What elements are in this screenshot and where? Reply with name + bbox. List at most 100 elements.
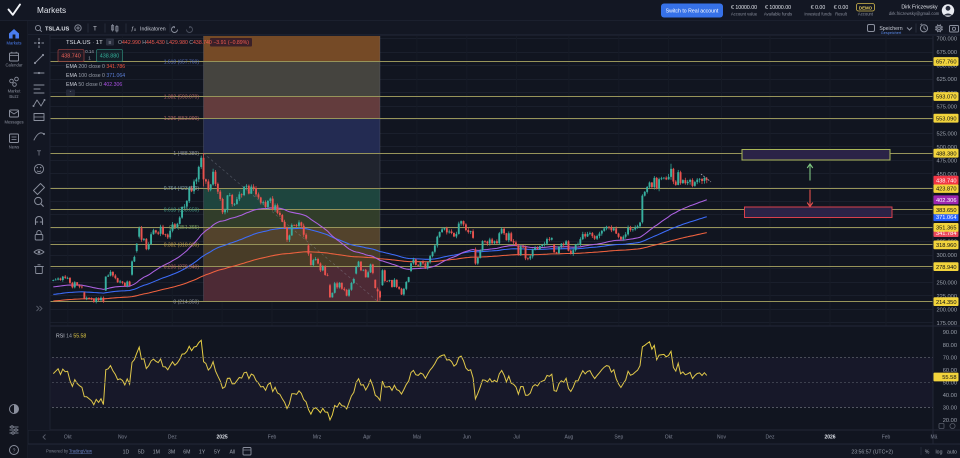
- svg-text:55.58: 55.58: [942, 375, 956, 381]
- svg-text:1D: 1D: [123, 449, 130, 455]
- svg-text:0.14: 0.14: [85, 49, 94, 54]
- svg-text:318.960: 318.960: [936, 243, 957, 249]
- svg-text:650.000: 650.000: [936, 64, 957, 70]
- svg-text:Result: Result: [835, 11, 848, 16]
- svg-text:?: ?: [13, 448, 16, 454]
- svg-text:TradingView: TradingView: [69, 448, 93, 453]
- svg-text:593.070: 593.070: [936, 95, 957, 101]
- svg-text:475.000: 475.000: [936, 158, 957, 164]
- svg-text:500.000: 500.000: [936, 145, 957, 151]
- svg-text:1Y: 1Y: [199, 449, 206, 455]
- svg-text:News: News: [9, 145, 19, 150]
- svg-text:3M: 3M: [168, 449, 175, 455]
- svg-text:EMA 200 close 0 341.786: EMA 200 close 0 341.786: [66, 64, 125, 70]
- svg-text:Mrz: Mrz: [313, 435, 322, 441]
- svg-text:383.650: 383.650: [936, 208, 957, 214]
- svg-text:40.00: 40.00: [943, 393, 957, 399]
- svg-text:525.000: 525.000: [936, 131, 957, 137]
- svg-text:675.000: 675.000: [936, 50, 957, 56]
- svg-text:23:56:57 (UTC+2): 23:56:57 (UTC+2): [851, 449, 893, 455]
- svg-text:Sep: Sep: [614, 435, 623, 441]
- svg-text:Invested funds: Invested funds: [804, 11, 831, 16]
- svg-text:2025: 2025: [217, 435, 228, 441]
- svg-text:6M: 6M: [183, 449, 190, 455]
- svg-text:553.090: 553.090: [936, 116, 957, 122]
- svg-text:402.306: 402.306: [936, 198, 957, 204]
- svg-text:Indikatoren: Indikatoren: [140, 26, 166, 32]
- svg-text:488.380: 488.380: [936, 151, 957, 157]
- svg-text:dirk.friczewsky@gmail.com: dirk.friczewsky@gmail.com: [889, 11, 940, 16]
- svg-text:Messages: Messages: [4, 120, 23, 125]
- svg-text:Markets: Markets: [37, 6, 66, 15]
- svg-text:0.764 (423.870): 0.764 (423.870): [164, 186, 200, 192]
- svg-text:657.760: 657.760: [936, 60, 957, 66]
- svg-text:20.00: 20.00: [943, 418, 957, 424]
- svg-text:TSLA.US · 1T: TSLA.US · 1T: [66, 40, 103, 46]
- svg-text:1.236 (553.090): 1.236 (553.090): [164, 116, 200, 122]
- svg-text:T: T: [37, 151, 42, 158]
- svg-text:250.000: 250.000: [936, 280, 957, 286]
- svg-text:423.870: 423.870: [936, 187, 957, 193]
- svg-text:80.00: 80.00: [943, 343, 957, 349]
- svg-text:Gespeichert: Gespeichert: [881, 31, 902, 35]
- svg-text:Mä: Mä: [931, 435, 938, 441]
- svg-text:200.000: 200.000: [936, 307, 957, 313]
- svg-text:0.5 (351.365): 0.5 (351.365): [169, 225, 199, 231]
- svg-text:214.350: 214.350: [936, 300, 957, 306]
- svg-text:438.880: 438.880: [100, 54, 120, 60]
- svg-text:60.00: 60.00: [943, 368, 957, 374]
- svg-text:Dirk Friczewsky: Dirk Friczewsky: [901, 5, 938, 11]
- svg-text:Market: Market: [8, 89, 22, 94]
- svg-text:625.000: 625.000: [936, 77, 957, 83]
- svg-text:175.000: 175.000: [936, 321, 957, 327]
- svg-text:ˆ: ˆ: [70, 91, 72, 96]
- svg-text:450.000: 450.000: [936, 172, 957, 178]
- svg-text:2026: 2026: [824, 435, 835, 441]
- svg-text:1 (488.380): 1 (488.380): [173, 151, 199, 157]
- svg-text:351.365: 351.365: [936, 226, 957, 232]
- svg-text:700.000: 700.000: [936, 37, 957, 43]
- svg-text:50.00: 50.00: [943, 380, 957, 386]
- svg-text:Mai: Mai: [413, 435, 421, 441]
- svg-text:DEMO: DEMO: [859, 5, 873, 10]
- svg-text:1: 1: [88, 56, 91, 61]
- svg-text:575.000: 575.000: [936, 104, 957, 110]
- svg-text:Feb: Feb: [268, 435, 277, 441]
- svg-text:Dez: Dez: [766, 435, 775, 441]
- svg-text:371.064: 371.064: [936, 215, 957, 221]
- svg-text:O442.990 H445.430 L429.980 C43: O442.990 H445.430 L429.980 C438.740 −3.9…: [118, 40, 249, 46]
- svg-text:90.00: 90.00: [943, 330, 957, 336]
- svg-text:5Y: 5Y: [214, 449, 221, 455]
- svg-text:Powered by: Powered by: [46, 448, 69, 453]
- svg-text:€ 0.00: € 0.00: [811, 5, 826, 11]
- svg-text:1.382 (593.070): 1.382 (593.070): [164, 94, 200, 100]
- svg-text:ƒₓ: ƒₓ: [131, 27, 136, 33]
- svg-text:Nov: Nov: [118, 435, 127, 441]
- svg-text:341.784: 341.784: [936, 231, 957, 237]
- svg-text:Speichern: Speichern: [879, 26, 902, 32]
- svg-text:EMA 100 close 0 371.064: EMA 100 close 0 371.064: [66, 73, 125, 79]
- svg-text:RSI 14 55.58: RSI 14 55.58: [56, 334, 86, 340]
- svg-text:T: T: [93, 27, 97, 33]
- svg-text:Account: Account: [858, 11, 874, 16]
- svg-text:5D: 5D: [138, 449, 145, 455]
- svg-text:70.00: 70.00: [943, 355, 957, 361]
- svg-text:Account value: Account value: [731, 11, 758, 16]
- svg-text:≡: ≡: [109, 40, 112, 46]
- svg-text:€ 0.00: € 0.00: [834, 5, 849, 11]
- svg-text:0.618 (383.650): 0.618 (383.650): [164, 208, 200, 214]
- svg-text:%: %: [925, 449, 930, 455]
- svg-text:0.382 (318.960): 0.382 (318.960): [164, 243, 200, 249]
- svg-text:0 (214.350): 0 (214.350): [173, 299, 199, 305]
- svg-text:Markets: Markets: [7, 41, 22, 46]
- svg-text:Buzz: Buzz: [9, 94, 18, 99]
- svg-text:1M: 1M: [153, 449, 160, 455]
- svg-text:EMA 50 close 0 402.306: EMA 50 close 0 402.306: [66, 82, 122, 88]
- svg-text:log: log: [936, 449, 943, 455]
- svg-text:Okt: Okt: [665, 435, 673, 441]
- svg-text:Jun: Jun: [463, 435, 471, 441]
- svg-text:Aug: Aug: [564, 435, 573, 441]
- svg-text:Available funds: Available funds: [764, 11, 792, 16]
- svg-text:438.740: 438.740: [61, 54, 81, 60]
- svg-text:0.236 (278.940): 0.236 (278.940): [164, 264, 200, 270]
